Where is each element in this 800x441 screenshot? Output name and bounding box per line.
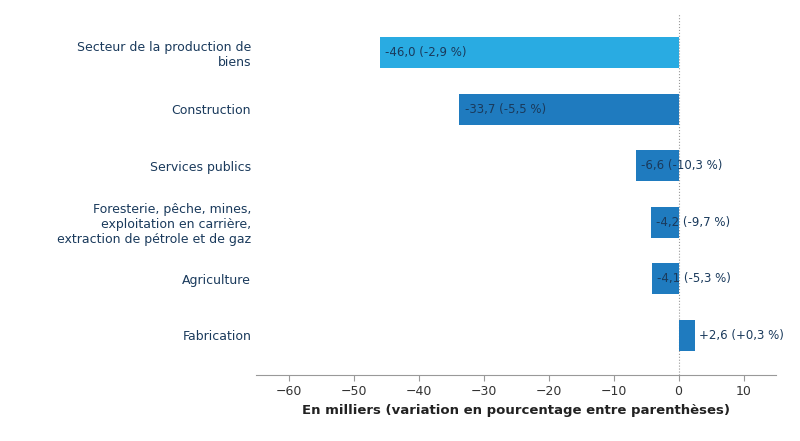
- Bar: [379, 37, 678, 68]
- Text: -4,2 (-9,7 %): -4,2 (-9,7 %): [656, 216, 730, 229]
- Bar: [652, 263, 678, 294]
- X-axis label: En milliers (variation en pourcentage entre parenthèses): En milliers (variation en pourcentage en…: [302, 404, 730, 417]
- Text: +2,6 (+0,3 %): +2,6 (+0,3 %): [698, 329, 783, 342]
- Bar: [459, 94, 678, 125]
- Text: -6,6 (-10,3 %): -6,6 (-10,3 %): [641, 159, 722, 172]
- Text: -46,0 (-2,9 %): -46,0 (-2,9 %): [385, 46, 466, 59]
- Bar: [651, 207, 678, 238]
- Text: -4,1 (-5,3 %): -4,1 (-5,3 %): [657, 272, 731, 285]
- Bar: [636, 150, 678, 181]
- Bar: [678, 320, 695, 351]
- Text: -33,7 (-5,5 %): -33,7 (-5,5 %): [465, 103, 546, 116]
